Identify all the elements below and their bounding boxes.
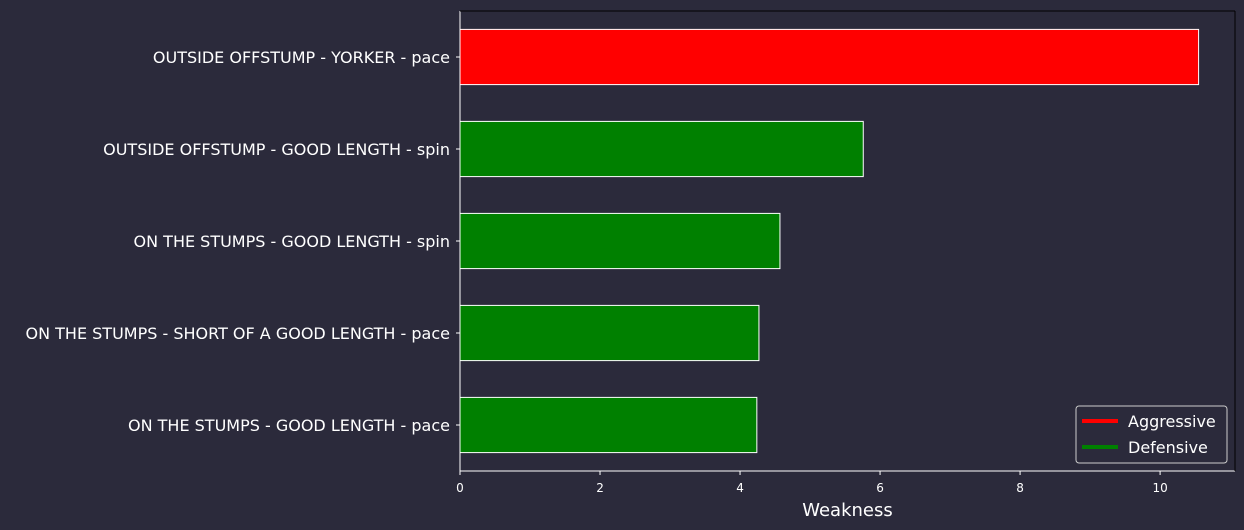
x-axis-title: Weakness	[802, 500, 893, 521]
category-label: OUTSIDE OFFSTUMP - YORKER - pace	[153, 48, 450, 67]
category-label: ON THE STUMPS - SHORT OF A GOOD LENGTH -…	[25, 324, 450, 343]
bar	[459, 28, 1200, 86]
category-label: ON THE STUMPS - GOOD LENGTH - pace	[128, 416, 450, 435]
legend-label: Defensive	[1128, 438, 1208, 457]
x-tick-label: 2	[596, 481, 604, 495]
x-tick-label: 6	[876, 481, 884, 495]
bar	[459, 304, 760, 362]
bar	[459, 120, 864, 178]
x-tick-label: 10	[1152, 481, 1167, 495]
bar	[459, 212, 781, 270]
x-tick-label: 8	[1016, 481, 1024, 495]
x-tick-label: 0	[456, 481, 464, 495]
bar	[459, 396, 758, 454]
x-tick-label: 4	[736, 481, 744, 495]
category-label: OUTSIDE OFFSTUMP - GOOD LENGTH - spin	[103, 140, 450, 159]
legend-label: Aggressive	[1128, 412, 1216, 431]
category-label: ON THE STUMPS - GOOD LENGTH - spin	[134, 232, 450, 251]
